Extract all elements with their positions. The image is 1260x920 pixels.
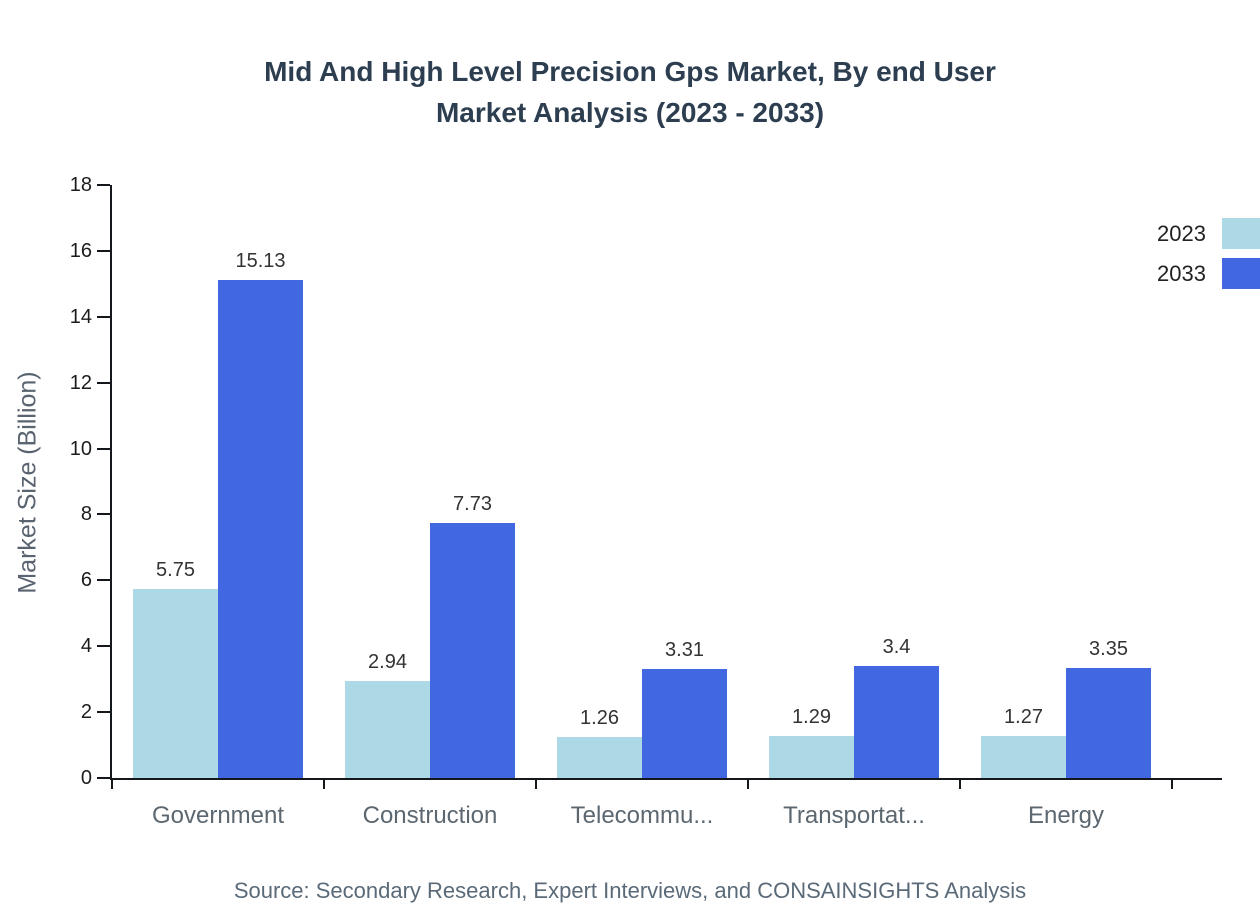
y-tick-mark xyxy=(97,447,110,450)
bar-column: 3.4 xyxy=(854,636,939,778)
legend-item: 2033 xyxy=(1157,258,1260,289)
y-tick-mark xyxy=(97,249,110,252)
bar xyxy=(642,668,727,778)
y-tick-mark xyxy=(97,513,110,516)
chart-title-line1: Mid And High Level Precision Gps Market,… xyxy=(264,56,996,87)
bar xyxy=(218,279,303,778)
bar xyxy=(769,735,854,778)
y-tick-label: 12 xyxy=(69,371,92,394)
y-tick-label: 8 xyxy=(80,503,92,526)
category-label: Energy xyxy=(1027,802,1105,829)
bar-column: 7.73 xyxy=(430,493,515,778)
bar xyxy=(981,736,1066,778)
y-tick-label: 18 xyxy=(69,174,92,196)
bar-column: 1.27 xyxy=(981,706,1066,778)
bar xyxy=(557,736,642,778)
bar-column: 3.31 xyxy=(642,639,727,778)
y-tick-mark xyxy=(97,184,110,186)
category-label: Government xyxy=(151,802,285,829)
x-tick-mark xyxy=(535,780,537,789)
bar-column: 5.75 xyxy=(133,559,218,778)
x-tick-mark xyxy=(1171,780,1173,789)
x-tick-mark xyxy=(323,780,325,789)
y-tick-label: 10 xyxy=(69,437,92,460)
bar xyxy=(133,588,218,778)
bar xyxy=(854,666,939,778)
legend-label: 2023 xyxy=(1157,220,1206,246)
source-text: Source: Secondary Research, Expert Inter… xyxy=(233,878,1027,903)
value-label: 1.29 xyxy=(792,705,831,728)
legend-item: 2023 xyxy=(1157,218,1260,249)
y-tick-mark xyxy=(97,645,110,648)
bar-column: 3.35 xyxy=(1066,638,1151,778)
bar xyxy=(430,523,515,778)
value-label: 2.94 xyxy=(368,651,407,674)
value-label: 5.75 xyxy=(156,558,195,581)
x-tick-mark xyxy=(111,780,113,789)
y-tick-mark xyxy=(97,777,110,779)
legend-swatch xyxy=(1222,258,1260,289)
bar-column: 1.29 xyxy=(769,706,854,778)
bar-column: 1.26 xyxy=(557,706,642,778)
y-tick-label: 16 xyxy=(69,239,92,262)
y-axis-label: Market Size (Billion) xyxy=(13,371,42,594)
chart-title-line2: Market Analysis (2023 - 2033) xyxy=(435,96,825,128)
value-label: 3.31 xyxy=(665,638,704,661)
y-tick-mark xyxy=(97,579,110,582)
legend-label: 2033 xyxy=(1157,260,1206,286)
category-label: Construction xyxy=(362,802,498,829)
y-tick-label: 4 xyxy=(80,635,92,658)
value-label: 15.13 xyxy=(235,249,286,272)
value-label: 3.4 xyxy=(882,636,911,658)
x-tick-mark xyxy=(959,780,961,789)
bar-group: 1.26 3.31 Telecommu... xyxy=(536,185,748,829)
value-label: 3.35 xyxy=(1089,637,1128,660)
x-tick-mark xyxy=(747,780,749,789)
bar-group: 1.29 3.4 Transportat... xyxy=(748,185,960,829)
value-label: 1.26 xyxy=(580,706,619,729)
bar-group: 5.75 15.13 Government xyxy=(112,185,324,829)
chart-title: Mid And High Level Precision Gps Market,… xyxy=(0,52,1260,133)
y-tick-mark xyxy=(97,711,110,714)
bar-group: 2.94 7.73 Construction xyxy=(324,185,536,829)
y-tick-label: 2 xyxy=(80,701,92,724)
bar xyxy=(1066,667,1151,778)
category-label: Telecommu... xyxy=(570,802,714,829)
y-tick-mark xyxy=(97,315,110,318)
value-label: 1.27 xyxy=(1004,706,1043,729)
bar-groups: 5.75 15.13 Government 2.94 7.73 Construction 1… xyxy=(112,185,1172,829)
bar-column: 2.94 xyxy=(345,651,430,778)
y-tick-label: 14 xyxy=(69,305,92,328)
plot-area: 5.75 15.13 Government 2.94 7.73 Construction 1… xyxy=(70,174,1222,829)
y-tick-label: 0 xyxy=(80,767,92,789)
legend-swatch xyxy=(1222,218,1260,249)
value-label: 7.73 xyxy=(453,493,492,516)
category-label: Transportat... xyxy=(783,802,925,829)
bar xyxy=(345,681,430,778)
bar-column: 15.13 xyxy=(218,250,303,778)
bar-group: 1.27 3.35 Energy xyxy=(960,185,1172,829)
y-tick-mark xyxy=(97,381,110,384)
legend: 2023 2033 xyxy=(1157,218,1260,298)
y-tick-label: 6 xyxy=(80,569,92,592)
